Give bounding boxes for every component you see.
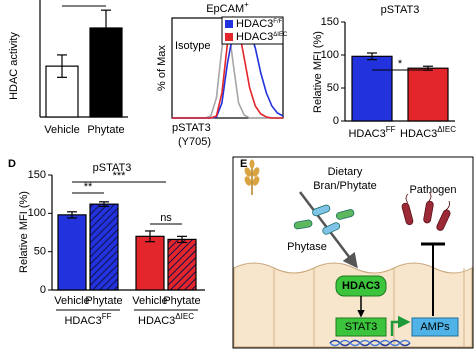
bar: [57, 214, 87, 291]
x-tick-label: Vehicle: [44, 124, 79, 136]
significance-label: ***: [113, 170, 127, 182]
chart-title-sup: +: [244, 0, 249, 9]
y-axis-label: % of Max: [156, 45, 168, 91]
food-label: Bran/Phytate: [313, 180, 377, 192]
error-bar: [177, 235, 187, 244]
y-tick-label: 50: [34, 246, 46, 258]
legend-label: HDAC3ΔIEC: [236, 31, 288, 43]
y-axis-label: Relative MFI (%): [312, 31, 324, 113]
phytase-label: Phytase: [287, 241, 327, 253]
x-tick-label: HDAC3FF: [348, 125, 395, 140]
legend-swatch: [225, 33, 233, 41]
x-tick-label: Vehicle: [54, 295, 89, 307]
x-axis-label: (Y705): [178, 136, 211, 148]
error-bar: [67, 211, 77, 219]
legend-label-sup: ΔIEC: [273, 32, 288, 38]
group-label: HDAC3FF: [64, 312, 111, 327]
group-label-base: HDAC3: [64, 315, 101, 327]
group-label: HDAC3ΔIEC: [138, 312, 194, 327]
wheat-icon: [244, 159, 260, 195]
significance-label: *: [398, 58, 403, 70]
x-tick-label: Phytate: [85, 295, 122, 307]
food-label: Dietary: [328, 166, 363, 178]
legend-label-base: HDAC3: [236, 18, 273, 30]
diagram-panel: E Dietary Bran/Phytate Phytase Pathogen: [232, 156, 474, 349]
error-bar: [57, 54, 67, 78]
legend-label-sup: F/F: [273, 19, 282, 25]
bar: [135, 235, 165, 291]
chart-title: pSTAT3: [93, 162, 132, 174]
x-axis-label: pSTAT3: [172, 122, 211, 134]
cell-borders: [273, 268, 465, 347]
y-tick-label: 0: [333, 115, 339, 127]
x-tick-label: Vehicle: [132, 295, 167, 307]
bar: [89, 203, 119, 291]
bar: [351, 55, 393, 122]
pathogens: [401, 191, 451, 231]
significance-label: **: [84, 181, 93, 193]
y-axis-label: HDAC activity: [8, 32, 20, 100]
x-tick-label-sup: ΔIEC: [437, 125, 456, 134]
error-bar: [101, 9, 111, 47]
legend: [221, 16, 284, 45]
y-tick-label: 150: [321, 16, 339, 28]
panel-label: E: [240, 158, 247, 170]
y-tick-label: 0: [40, 284, 46, 296]
amps-label: AMPs: [420, 321, 450, 333]
bar: [407, 67, 449, 122]
group-label-sup: FF: [102, 312, 112, 321]
legend-label-base: HDAC3: [236, 31, 273, 43]
x-tick-label: Phytate: [87, 124, 124, 136]
x-tick-label-sup: FF: [386, 125, 396, 134]
panel-label: D: [8, 158, 16, 170]
amps-node: [411, 317, 459, 337]
significance-label: ns: [160, 212, 172, 224]
legend-swatch: [225, 20, 233, 28]
group-label-base: HDAC3: [138, 315, 175, 327]
y-axis-label: Relative MFI (%): [18, 191, 30, 273]
x-tick-label-base: HDAC3: [348, 128, 385, 140]
y-tick-label: 100: [321, 49, 339, 61]
error-bar: [145, 230, 155, 243]
pathogen-label: Pathogen: [409, 184, 456, 196]
x-tick-label-base: HDAC3: [400, 128, 437, 140]
group-label-sup: ΔIEC: [175, 312, 194, 321]
chart-title: pSTAT3: [381, 4, 420, 16]
reference-label: Isotype: [175, 40, 210, 52]
legend-label: HDAC3F/F: [236, 18, 283, 30]
chart-title-base: EpCAM: [206, 3, 244, 15]
y-tick-label: 150: [28, 169, 46, 181]
error-bar: [99, 201, 109, 208]
bar: [167, 238, 197, 291]
x-tick-label: HDAC3ΔIEC: [400, 125, 456, 140]
stat3-node: [335, 317, 387, 337]
dna-strand: [329, 339, 411, 347]
stat3-label: STAT3: [345, 321, 378, 333]
y-tick-label: 100: [28, 207, 46, 219]
significance-label: *: [82, 0, 87, 6]
chart-title: EpCAM+: [206, 0, 249, 15]
y-tick-label: 50: [327, 82, 339, 94]
error-bar: [367, 52, 377, 61]
transcription-arrow: [390, 315, 411, 336]
bacteria: [293, 204, 355, 235]
hdac3-label: HDAC3: [342, 280, 380, 292]
x-tick-label: Phytate: [163, 295, 200, 307]
